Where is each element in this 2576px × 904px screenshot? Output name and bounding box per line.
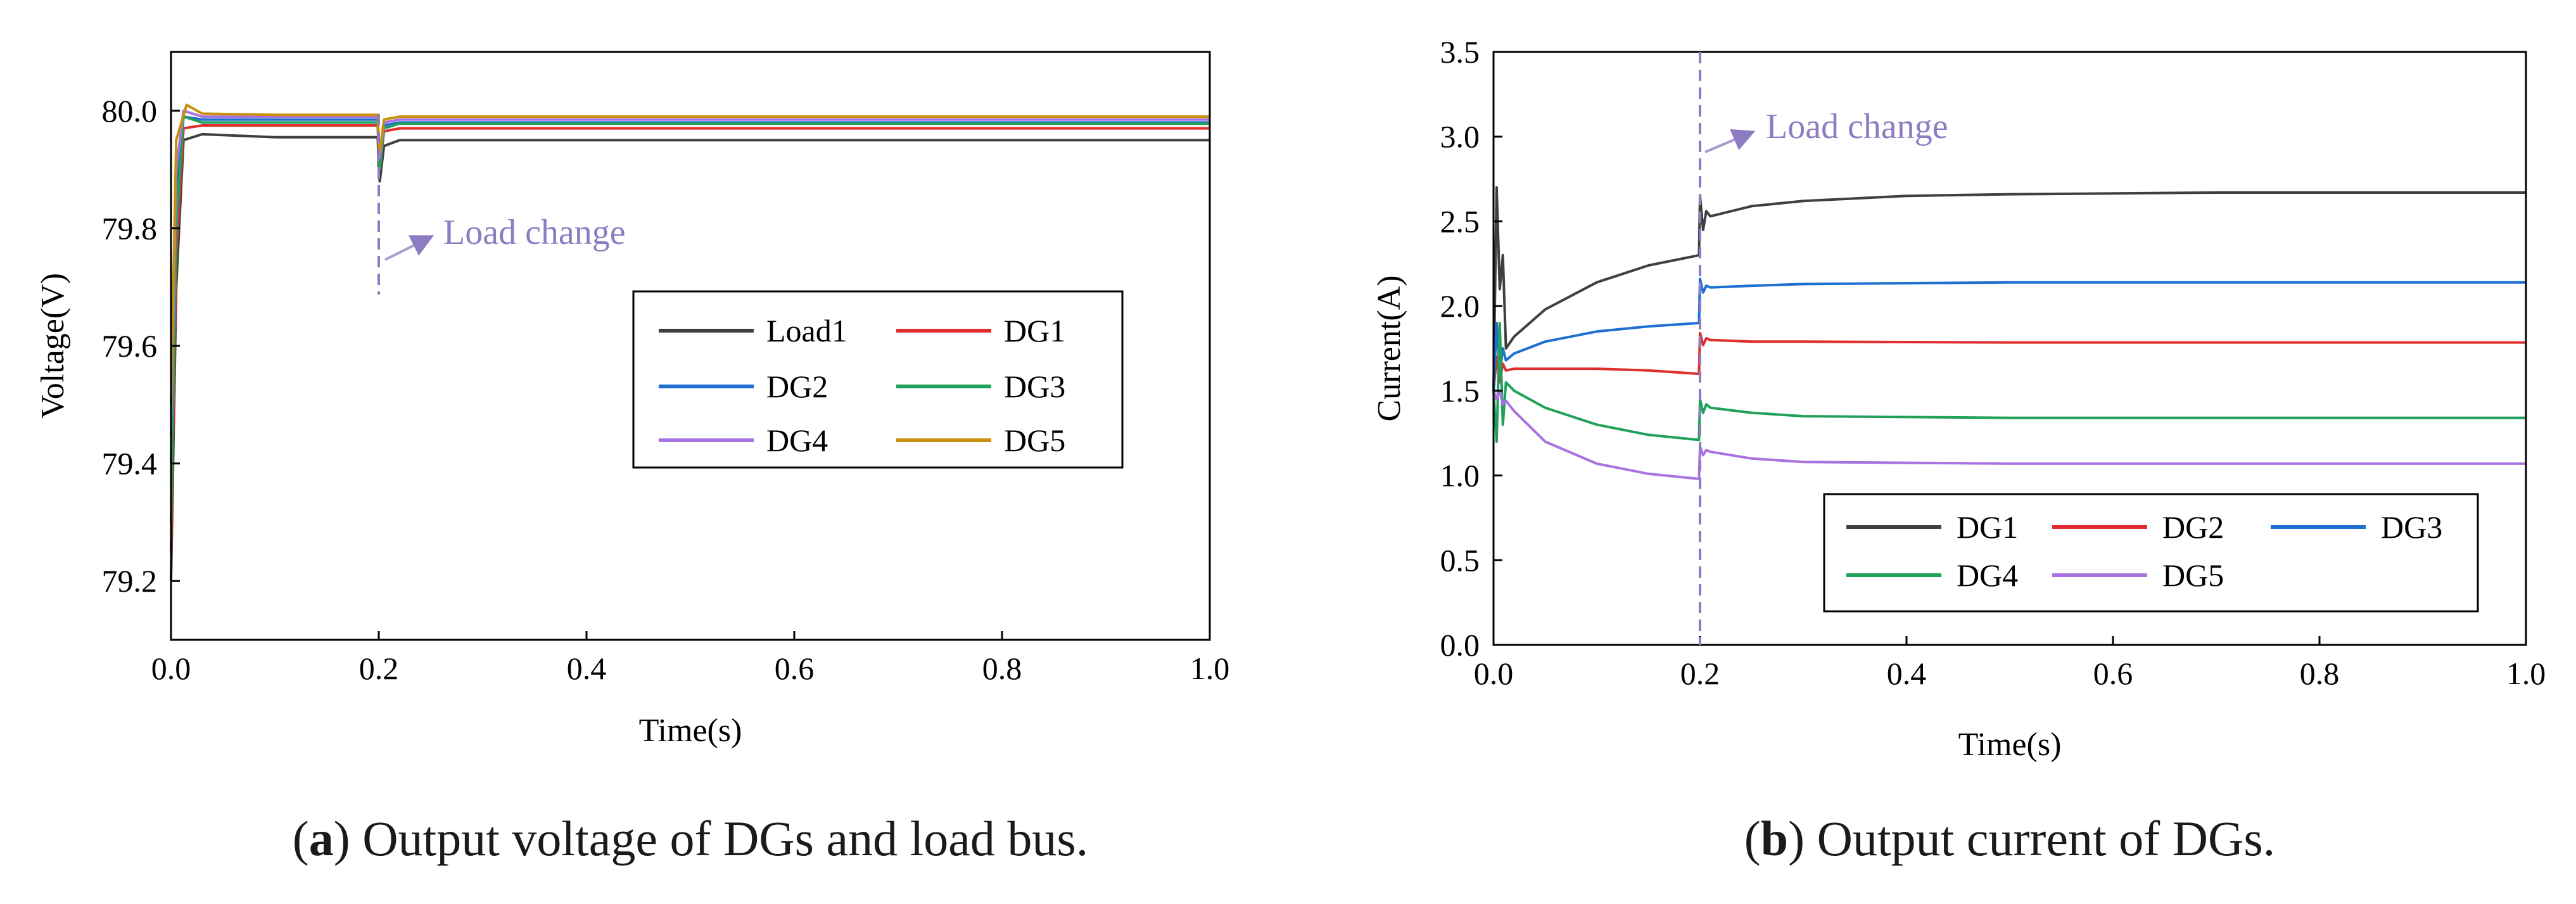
- current-y-axis-label: Current(A): [1371, 275, 1407, 421]
- b-legend-label-dg1: DG1: [1957, 509, 2018, 545]
- voltage-legend: Load1 DG1 DG2 DG3 DG4 DG5: [632, 290, 1124, 469]
- a-series-dg5: [170, 103, 1210, 405]
- b-x-tick-label: 0.6: [2093, 656, 2133, 691]
- b-y-tick-label: 3.0: [1440, 119, 1480, 155]
- b-y-tick-label: 2.5: [1440, 203, 1480, 239]
- a-x-tick-label: 0.4: [567, 651, 607, 686]
- a-x-tick-label: 0.0: [151, 651, 191, 686]
- a-legend-label-dg1: DG1: [1004, 313, 1065, 348]
- b-series-dg2: [1492, 331, 2526, 392]
- current-x-axis-label: Time(s): [1958, 727, 2062, 763]
- b-y-tick-label: 0.5: [1440, 542, 1480, 578]
- b-legend-label-dg5: DG5: [2162, 557, 2224, 593]
- b-y-tick-label: 1.0: [1440, 458, 1480, 493]
- b-y-tick-label: 0.0: [1440, 627, 1480, 663]
- voltage-load-change-label: Load change: [443, 213, 626, 252]
- b-x-tick-label: 0.2: [1680, 656, 1720, 691]
- a-y-tick-label: 79.4: [102, 446, 158, 481]
- b-series-dg3: [1492, 277, 2526, 391]
- a-y-tick-label: 80.0: [102, 93, 158, 129]
- current-plot-frame: [1492, 51, 2527, 646]
- a-y-tick-label: 79.6: [102, 328, 158, 364]
- b-y-tick-label: 3.5: [1440, 34, 1480, 70]
- current-series-group: [1492, 186, 2526, 480]
- b-y-tick-label: 2.0: [1440, 288, 1480, 324]
- b-series-dg1: [1492, 186, 2526, 391]
- a-legend-label-dg4: DG4: [766, 423, 828, 458]
- b-legend-label-dg2: DG2: [2162, 509, 2224, 545]
- a-x-tick-label: 1.0: [1190, 651, 1230, 686]
- b-series-dg4: [1492, 321, 2526, 443]
- a-legend-label-dg3: DG3: [1004, 369, 1065, 404]
- b-x-tick-label: 0.8: [2300, 656, 2340, 691]
- a-legend-label-dg2: DG2: [766, 369, 828, 404]
- voltage-load-change-arrow: [384, 235, 435, 261]
- b-legend-label-dg4: DG4: [1957, 557, 2018, 593]
- voltage-caption: (a) Output voltage of DGs and load bus.: [293, 811, 1088, 866]
- b-y-tick-label: 1.5: [1440, 373, 1480, 409]
- a-legend-label-load1: Load1: [766, 313, 847, 348]
- current-legend: DG1 DG2 DG3 DG4 DG5: [1823, 493, 2479, 613]
- current-load-change-label: Load change: [1766, 107, 1948, 146]
- a-x-tick-label: 0.2: [359, 651, 399, 686]
- b-x-tick-label: 1.0: [2506, 656, 2546, 691]
- current-caption: (b) Output current of DGs.: [1744, 811, 2275, 866]
- a-y-tick-label: 79.8: [102, 210, 158, 246]
- a-x-tick-label: 0.6: [775, 651, 815, 686]
- voltage-x-axis-label: Time(s): [639, 713, 742, 749]
- current-chart: 0.0 0.2 0.4 0.6 0.8 1.0 0.0 0.5 1.0 1.5 2.0 2.5 3.0…: [1371, 34, 2546, 763]
- b-legend-label-dg3: DG3: [2381, 509, 2442, 545]
- b-series-dg5: [1492, 389, 2526, 480]
- a-legend-label-dg5: DG5: [1004, 423, 1065, 458]
- a-y-tick-label: 79.2: [102, 563, 158, 599]
- current-load-change-arrow: [1704, 129, 1756, 153]
- b-x-tick-label: 0.4: [1887, 656, 1927, 691]
- voltage-chart: 0.0 0.2 0.4 0.6 0.8 1.0 79.279.479.679.880.0 …: [35, 51, 1230, 749]
- voltage-y-axis-label: Voltage(V): [35, 273, 71, 419]
- a-x-tick-label: 0.8: [982, 651, 1022, 686]
- b-x-tick-label: 0.0: [1474, 656, 1514, 691]
